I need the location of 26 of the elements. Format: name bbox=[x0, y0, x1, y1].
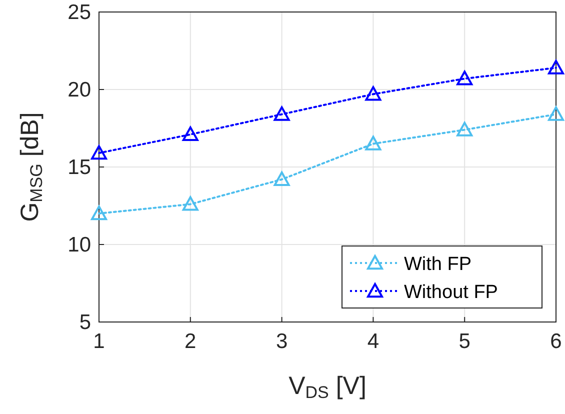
x-tick-label: 3 bbox=[276, 330, 288, 353]
point bbox=[365, 136, 382, 150]
x-tick-label: 2 bbox=[184, 330, 196, 353]
point bbox=[182, 126, 198, 142]
x-tick-label: 6 bbox=[550, 330, 562, 353]
x-tick-label: 4 bbox=[367, 330, 380, 353]
point bbox=[274, 171, 290, 186]
point bbox=[456, 122, 473, 136]
point bbox=[274, 106, 290, 121]
point bbox=[548, 106, 564, 121]
legend-label: With FP bbox=[404, 254, 472, 275]
y-tick-label: 5 bbox=[79, 311, 91, 334]
point bbox=[182, 196, 198, 211]
point bbox=[365, 86, 382, 101]
x-axis-title: V$_{DS}$ [V] bbox=[288, 372, 366, 402]
point bbox=[456, 70, 473, 86]
y-tick-label: 15 bbox=[68, 156, 91, 179]
x-tick-label: 1 bbox=[93, 330, 105, 353]
point bbox=[548, 60, 564, 74]
x-tick-label: 5 bbox=[458, 330, 470, 353]
point bbox=[91, 145, 107, 160]
point bbox=[91, 206, 107, 220]
y-tick-label: 25 bbox=[68, 1, 91, 24]
y-tick-label: 10 bbox=[68, 234, 91, 256]
y-tick-label: 20 bbox=[68, 78, 91, 102]
legend-label: Without FP bbox=[404, 282, 498, 303]
